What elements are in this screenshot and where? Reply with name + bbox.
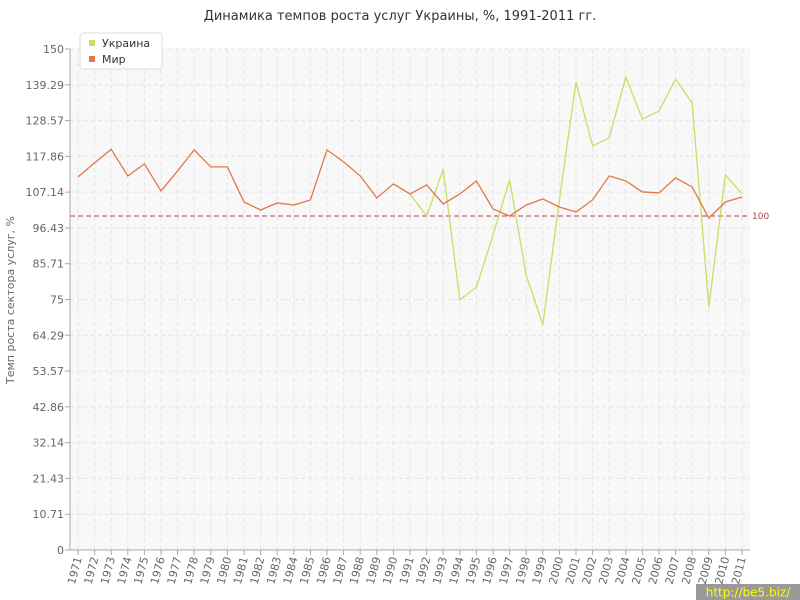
series-layer xyxy=(70,74,750,326)
y-tick-label: 10.71 xyxy=(33,508,65,521)
legend-box xyxy=(79,32,163,70)
legend-marker xyxy=(89,40,95,46)
series-line xyxy=(77,148,743,220)
y-tick-label: 0 xyxy=(57,544,64,557)
y-tick-label: 85.71 xyxy=(33,258,65,271)
chart-title: Динамика темпов роста услуг Украины, %, … xyxy=(204,9,597,24)
y-tick-label: 96.43 xyxy=(33,222,65,235)
y-tick-label: 42.86 xyxy=(33,401,65,414)
watermark-bg xyxy=(696,584,800,600)
legend-marker xyxy=(89,56,95,62)
y-tick-label: 21.43 xyxy=(33,472,65,485)
legend: Украина Мир xyxy=(79,32,163,70)
y-tick-label: 150 xyxy=(43,43,64,56)
y-tick-label: 75 xyxy=(50,294,64,307)
watermark: http://be5.biz/ xyxy=(706,586,791,600)
x-tick-label: 2011 xyxy=(729,555,749,585)
y-tick-label: 32.14 xyxy=(33,437,65,450)
y-tick-label: 128.57 xyxy=(26,115,65,128)
y-tick-label: 117.86 xyxy=(26,150,65,163)
y-tick-label: 107.14 xyxy=(26,186,65,199)
y-tick-label: 64.29 xyxy=(33,329,65,342)
legend-label: Мир xyxy=(102,53,126,66)
legend-label: Украина xyxy=(102,37,150,50)
y-tick-label: 139.29 xyxy=(26,79,65,92)
grid xyxy=(65,48,750,555)
series-line xyxy=(409,74,743,326)
y-tick-label: 53.57 xyxy=(33,365,65,378)
reference-label: 100 xyxy=(752,212,769,222)
y-axis-title: Темп роста сектора услуг, % xyxy=(4,216,17,385)
